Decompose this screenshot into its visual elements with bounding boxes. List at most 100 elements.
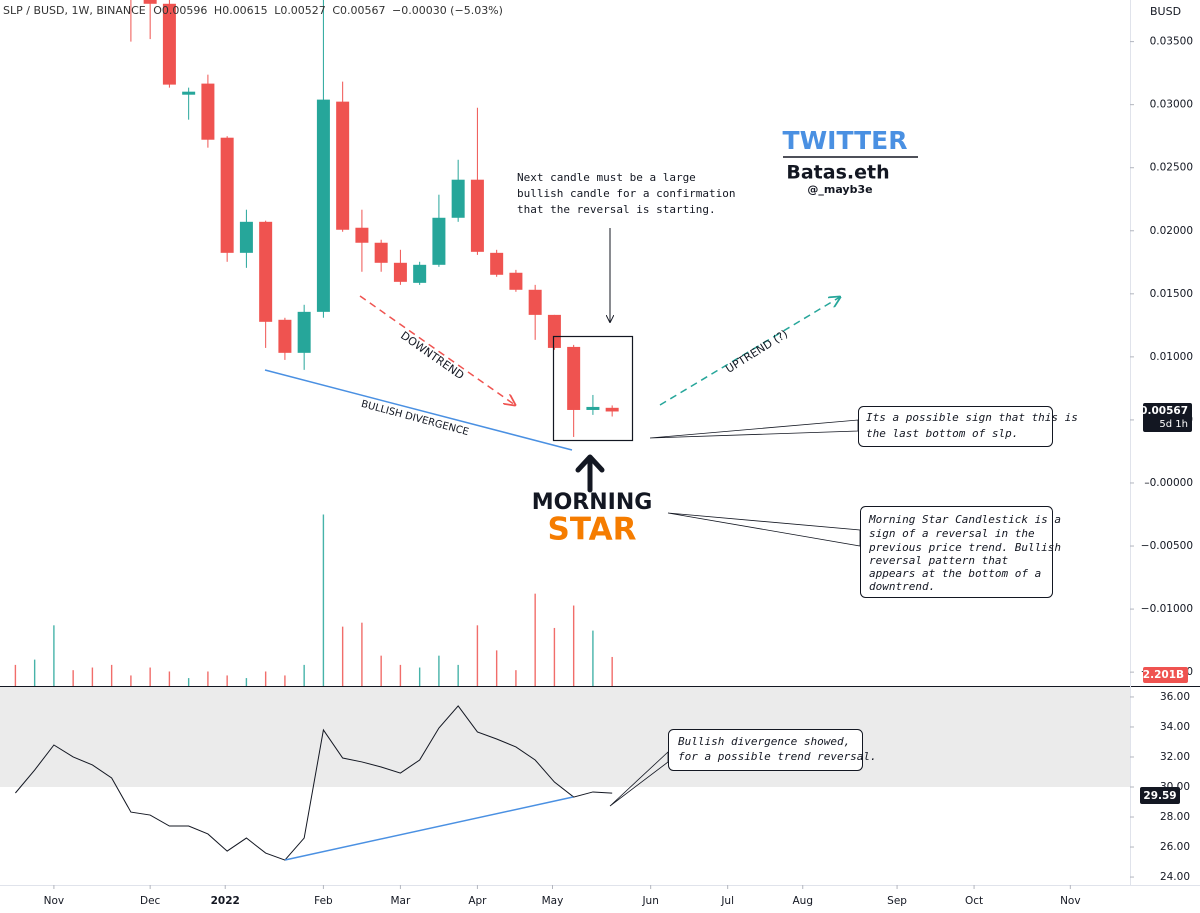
indicator-tag xyxy=(1140,787,1180,804)
volume-bar xyxy=(33,659,36,686)
x-tick-label: Jun xyxy=(641,895,658,907)
callout-line: for a possible trend reversal. xyxy=(678,750,877,763)
y-tick-label: −0.00500 xyxy=(1141,540,1193,552)
y-tick-label: −0.01000 xyxy=(1141,603,1193,615)
callout-line: previous price trend. Bullish xyxy=(868,541,1061,554)
candle-body xyxy=(162,3,176,85)
volume-bar xyxy=(168,671,171,686)
volume-bar xyxy=(53,625,55,686)
y-tick-label: 0.03000 xyxy=(1150,99,1193,111)
callout-line: Its a possible sign that this is xyxy=(866,411,1078,424)
candle-body xyxy=(528,289,542,315)
candle-body xyxy=(201,83,215,140)
callout-line: sign of a reversal in the xyxy=(869,527,1035,540)
legend-item: H0.00615 xyxy=(214,4,268,17)
indicator-tag-label: 29.59 xyxy=(1143,790,1176,802)
candle-body xyxy=(239,221,253,253)
candle-body xyxy=(432,217,446,265)
y-tick-label: 0.01500 xyxy=(1150,288,1193,300)
y-tick-label: 28.00 xyxy=(1160,811,1190,823)
x-tick-label: May xyxy=(542,895,564,907)
volume-bar xyxy=(534,593,536,686)
callout-line: Bullish divergence showed, xyxy=(678,735,850,748)
candle-body xyxy=(297,311,311,353)
handle-name: Batas.eth xyxy=(786,162,889,184)
volume-bar xyxy=(476,625,479,686)
x-tick-label: Feb xyxy=(314,895,333,907)
volume-bar xyxy=(207,671,209,686)
note-line: bullish candle for a confirmation xyxy=(517,187,736,200)
candle-body xyxy=(182,91,196,95)
volume-bar xyxy=(572,605,575,686)
y-tick-label: 0.03500 xyxy=(1150,36,1193,48)
volume-bar xyxy=(149,667,151,686)
y-tick-label: 34.00 xyxy=(1160,721,1190,733)
volume-bar xyxy=(284,675,286,686)
candle-body xyxy=(567,346,581,410)
x-tick-label: Sep xyxy=(887,895,907,907)
handle: @_mayb3e xyxy=(807,183,872,196)
callout-box xyxy=(858,406,1053,447)
x-tick-label: Dec xyxy=(140,895,161,907)
y-tick-label: 0.02000 xyxy=(1150,225,1193,237)
candle-body xyxy=(355,227,369,243)
volume-tag-label: 2.201B xyxy=(1143,669,1184,681)
candle-body xyxy=(451,179,465,218)
volume-bar xyxy=(457,664,459,686)
volume-bar xyxy=(418,667,421,686)
volume-bar xyxy=(91,667,94,686)
volume-bar xyxy=(187,678,190,686)
volume-bar xyxy=(592,630,594,686)
callout-box xyxy=(860,506,1053,598)
candle-body xyxy=(220,137,234,253)
price-tag-label: 0.00567 xyxy=(1140,405,1188,417)
volume-bar xyxy=(72,670,74,686)
y-tick-label: 24.00 xyxy=(1160,871,1190,883)
volume-bar xyxy=(515,670,517,686)
y-tick-label: 36.00 xyxy=(1160,691,1190,703)
x-tick-label: Oct xyxy=(965,895,983,907)
star-label: STAR xyxy=(548,512,637,548)
candle-body xyxy=(316,99,330,312)
currency-label: BUSD xyxy=(1150,5,1181,18)
volume-bar xyxy=(438,655,440,686)
callout-line: downtrend. xyxy=(869,580,935,593)
legend-item: −0.00030 (−5.03%) xyxy=(392,4,503,17)
callout-box xyxy=(668,729,863,771)
candle-body xyxy=(278,319,292,353)
y-tick-label: –0.00000 xyxy=(1144,477,1193,489)
volume-bar xyxy=(495,650,498,686)
morning-label: MORNING xyxy=(532,490,653,515)
volume-bar xyxy=(341,626,344,686)
downtrend-arrow xyxy=(359,295,515,405)
countdown-label: 5d 1h xyxy=(1159,419,1188,430)
indicator-line xyxy=(15,705,613,861)
x-tick-label: Jul xyxy=(720,895,734,907)
x-tick-label: Nov xyxy=(44,895,65,907)
highlight-box xyxy=(552,335,634,442)
candle-body xyxy=(586,406,600,410)
callout-line: reversal pattern that xyxy=(869,554,1008,567)
y-tick-label: 26.00 xyxy=(1160,841,1190,853)
uptrend-arrow xyxy=(659,297,840,406)
x-tick-label: Mar xyxy=(391,895,411,907)
candle-body xyxy=(336,101,350,230)
volume-bar xyxy=(130,675,132,686)
y-tick-label: 32.00 xyxy=(1160,751,1190,763)
up-arrow xyxy=(575,454,605,493)
candle-body xyxy=(374,242,388,263)
volume-bar xyxy=(553,627,556,686)
x-tick-label: Nov xyxy=(1060,895,1081,907)
callout-line: appears at the bottom of a xyxy=(869,567,1041,580)
legend-item: C0.00567 xyxy=(332,4,385,17)
x-tick-label: Aug xyxy=(792,895,813,907)
volume-bar xyxy=(303,664,305,686)
candle-body xyxy=(470,179,484,252)
candle-body xyxy=(259,221,273,322)
candle-body xyxy=(413,264,427,283)
legend-item: L0.00527 xyxy=(274,4,326,17)
symbol-legend: SLP / BUSD, 1W, BINANCE O0.00596 H0.0061… xyxy=(3,4,503,17)
volume-bar xyxy=(399,664,402,686)
legend-item: SLP / BUSD, 1W, BINANCE xyxy=(3,4,146,17)
volume-bar xyxy=(322,514,325,686)
